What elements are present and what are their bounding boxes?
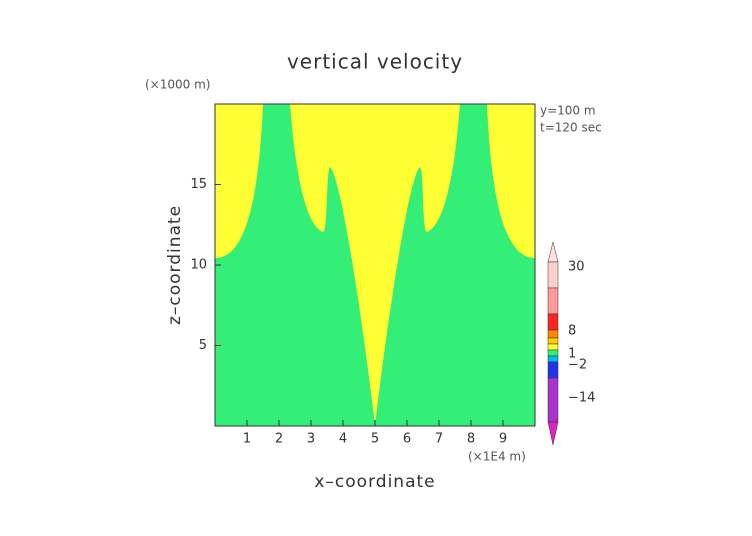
colorbar-label: −14 [568, 391, 595, 406]
colorbar-label: −2 [568, 358, 587, 373]
chart-title: vertical velocity [287, 50, 463, 74]
x-tick-label: 8 [467, 432, 475, 447]
region-lower [215, 104, 535, 426]
x-axis-label: x–coordinate [314, 472, 435, 492]
x-tick-label: 7 [435, 432, 443, 447]
x-tick-label: 1 [243, 432, 251, 447]
y-tick-label: 10 [190, 258, 207, 273]
colorbar-label: 30 [568, 260, 585, 275]
y-axis-label: z–coordinate [165, 205, 185, 325]
x-tick-label: 3 [307, 432, 315, 447]
x-tick-label: 2 [275, 432, 283, 447]
annotation: t=120 sec [540, 121, 602, 135]
x-unit: (×1E4 m) [468, 450, 526, 464]
x-tick-label: 6 [403, 432, 411, 447]
x-tick-label: 9 [499, 432, 507, 447]
colorbar-label: 8 [568, 324, 576, 339]
y-tick-label: 5 [199, 338, 207, 353]
colorbar [547, 241, 559, 446]
y-tick-label: 15 [190, 177, 207, 192]
y-unit: (×1000 m) [145, 78, 210, 92]
colorbar-label: 1 [568, 347, 576, 362]
x-tick-label: 5 [371, 432, 379, 447]
x-tick-label: 4 [339, 432, 347, 447]
annotation: y=100 m [540, 104, 596, 118]
